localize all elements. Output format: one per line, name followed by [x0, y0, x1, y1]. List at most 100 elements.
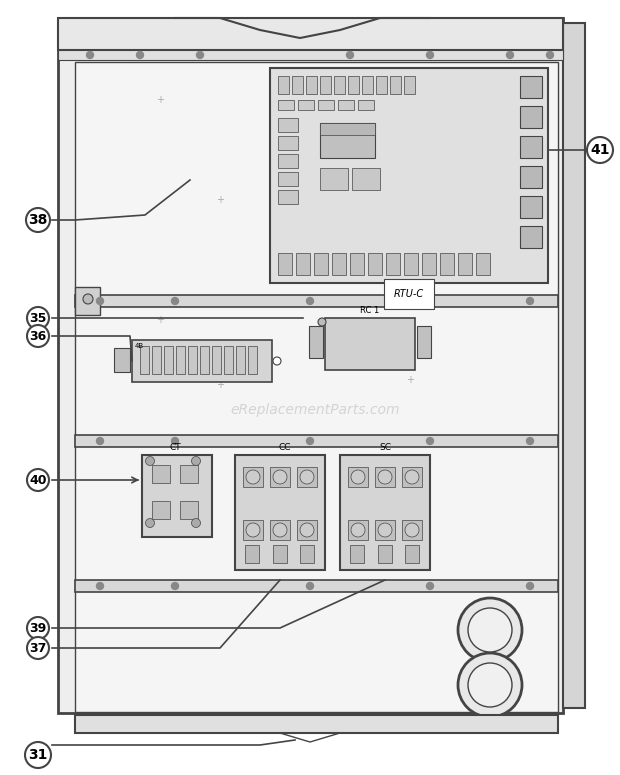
Bar: [348, 467, 368, 487]
Bar: [278, 100, 294, 110]
Bar: [300, 545, 314, 563]
Circle shape: [192, 518, 200, 528]
Text: 40: 40: [29, 474, 46, 487]
Bar: [386, 253, 400, 275]
Bar: [520, 226, 542, 248]
Bar: [278, 253, 292, 275]
Text: 39: 39: [29, 622, 46, 635]
Bar: [224, 346, 233, 374]
Bar: [362, 76, 373, 94]
Text: +: +: [156, 95, 164, 105]
Circle shape: [468, 663, 512, 707]
Bar: [298, 100, 314, 110]
Text: +: +: [406, 375, 414, 385]
Bar: [58, 50, 563, 60]
Text: CC: CC: [279, 443, 291, 452]
Text: +: +: [406, 525, 414, 535]
Circle shape: [27, 469, 49, 491]
Bar: [314, 253, 328, 275]
Bar: [350, 545, 364, 563]
Bar: [563, 23, 585, 708]
Bar: [152, 501, 170, 519]
Bar: [212, 346, 221, 374]
Text: CT: CT: [169, 443, 181, 452]
Bar: [142, 455, 212, 537]
Bar: [180, 465, 198, 483]
Circle shape: [300, 523, 314, 537]
Circle shape: [587, 137, 613, 163]
Text: +: +: [216, 195, 224, 205]
Bar: [320, 123, 375, 158]
Circle shape: [427, 438, 433, 445]
Bar: [368, 253, 382, 275]
Circle shape: [468, 608, 512, 652]
Bar: [334, 76, 345, 94]
Text: 38: 38: [29, 213, 48, 227]
Bar: [140, 346, 149, 374]
Text: 4B: 4B: [135, 343, 144, 349]
Bar: [297, 467, 317, 487]
Bar: [245, 545, 259, 563]
Bar: [520, 196, 542, 218]
Circle shape: [27, 307, 49, 329]
Bar: [320, 123, 375, 135]
Circle shape: [458, 598, 522, 662]
Circle shape: [172, 583, 179, 590]
Bar: [152, 346, 161, 374]
Circle shape: [87, 51, 94, 58]
Bar: [58, 18, 563, 713]
Circle shape: [273, 523, 287, 537]
Circle shape: [197, 51, 203, 58]
Bar: [332, 253, 346, 275]
Circle shape: [25, 742, 51, 768]
Text: eReplacementParts.com: eReplacementParts.com: [230, 403, 400, 417]
Bar: [270, 520, 290, 540]
Bar: [296, 253, 310, 275]
Bar: [278, 190, 298, 204]
Bar: [278, 136, 298, 150]
Text: +: +: [216, 380, 224, 390]
Bar: [292, 76, 303, 94]
Bar: [340, 455, 430, 570]
Bar: [248, 346, 257, 374]
Circle shape: [146, 518, 154, 528]
Bar: [152, 465, 170, 483]
Bar: [75, 62, 558, 712]
Bar: [278, 76, 289, 94]
Circle shape: [427, 51, 433, 58]
Bar: [176, 346, 185, 374]
Text: SC: SC: [379, 443, 391, 452]
Bar: [404, 76, 415, 94]
Bar: [58, 18, 563, 50]
Bar: [235, 455, 325, 570]
Bar: [378, 545, 392, 563]
Text: RTU-C: RTU-C: [394, 289, 424, 299]
Bar: [476, 253, 490, 275]
Circle shape: [351, 470, 365, 484]
Bar: [376, 76, 387, 94]
Bar: [320, 168, 348, 190]
Circle shape: [546, 51, 554, 58]
Bar: [350, 253, 364, 275]
Circle shape: [97, 438, 104, 445]
Circle shape: [306, 298, 314, 305]
Text: RC 1: RC 1: [360, 306, 379, 315]
Bar: [352, 168, 380, 190]
Circle shape: [458, 653, 522, 717]
Circle shape: [378, 523, 392, 537]
Text: 36: 36: [29, 329, 46, 343]
Bar: [75, 580, 558, 592]
Circle shape: [246, 523, 260, 537]
Circle shape: [427, 583, 433, 590]
Text: 35: 35: [29, 312, 46, 325]
Bar: [75, 295, 558, 307]
Circle shape: [192, 456, 200, 466]
Bar: [278, 154, 298, 168]
Bar: [75, 715, 558, 733]
Bar: [348, 520, 368, 540]
Circle shape: [97, 583, 104, 590]
Circle shape: [351, 523, 365, 537]
Circle shape: [273, 357, 281, 365]
Circle shape: [27, 325, 49, 347]
Circle shape: [172, 438, 179, 445]
